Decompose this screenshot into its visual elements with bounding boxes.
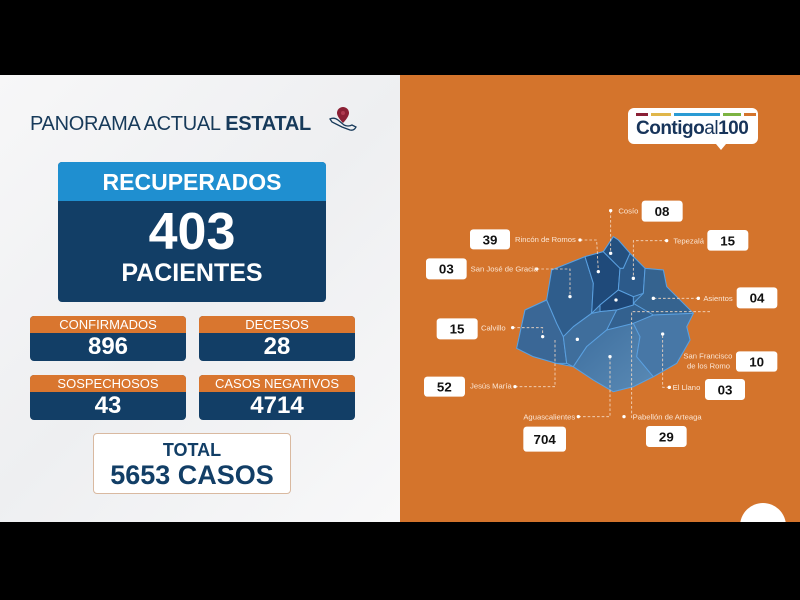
map-points: [511, 209, 700, 419]
stat-value: 43: [94, 392, 122, 419]
page-title: PANORAMA ACTUAL ESTATAL: [30, 113, 311, 136]
casos-negativos-card: CASOS NEGATIVOS 4714: [199, 375, 355, 420]
total-card: TOTAL 5653 CASOS: [93, 433, 291, 494]
label-pabellon-de-arteaga: Pabellón de Arteaga: [633, 412, 703, 421]
value-san-jose-de-gracia: 03: [439, 262, 454, 277]
value-pabellon-de-arteaga: 29: [659, 429, 674, 444]
scroll-up-button[interactable]: [740, 503, 786, 522]
stat-label: CASOS NEGATIVOS: [199, 375, 355, 392]
recuperados-label: RECUPERADOS: [58, 162, 326, 201]
value-asientos: 04: [750, 291, 765, 306]
mexico-map-pin-icon: [329, 107, 357, 131]
value-aguascalientes: 704: [534, 432, 557, 447]
stat-label: CONFIRMADOS: [30, 316, 186, 333]
label-el-llano: El Llano: [673, 383, 701, 392]
stat-label: SOSPECHOSOS: [30, 375, 186, 392]
label-rincon-de-romos: Rincón de Romos: [515, 235, 576, 244]
label-san-francisco-line2: de los Romo: [687, 361, 730, 370]
map-region-jesus-maria: [562, 309, 618, 368]
total-label: TOTAL: [162, 440, 222, 460]
logo-text: Contigoal100: [636, 118, 749, 139]
value-el-llano: 03: [718, 382, 733, 397]
label-aguascalientes: Aguascalientes: [523, 412, 575, 421]
value-calvillo: 15: [450, 322, 465, 337]
map-region-el-llano: [632, 312, 694, 378]
label-asientos: Asientos: [703, 294, 733, 303]
confirmados-card: CONFIRMADOS 896: [30, 316, 186, 361]
municipal-map-panel: Contigoal100: [400, 75, 800, 522]
stat-value: 28: [263, 333, 291, 360]
aguascalientes-map: Cosío Rincón de Romos Tepezalá San José …: [424, 200, 778, 452]
label-san-jose-de-gracia: San José de Gracia: [471, 264, 539, 273]
value-boxes: [424, 200, 778, 452]
title-bold: ESTATAL: [225, 113, 311, 135]
recuperados-value: 403: [148, 203, 236, 261]
label-cosio: Cosío: [618, 206, 638, 215]
value-rincon-de-romos: 39: [483, 232, 498, 247]
title-light: PANORAMA ACTUAL: [30, 113, 226, 135]
recuperados-card: RECUPERADOS 403 PACIENTES: [58, 162, 326, 302]
value-jesus-maria: 52: [437, 380, 452, 395]
logo-color-bars: [636, 113, 756, 116]
decesos-card: DECESOS 28: [199, 316, 355, 361]
map-region-tepezala: [617, 252, 646, 298]
state-overview-panel: PANORAMA ACTUAL ESTATAL RECUPERADOS 403 …: [0, 75, 400, 522]
stat-value: 896: [87, 333, 129, 360]
recuperados-unit: PACIENTES: [121, 259, 263, 287]
contigo-al-100-logo: Contigoal100: [628, 108, 758, 150]
value-cosio: 08: [655, 204, 670, 219]
value-san-francisco-de-los-romo: 10: [749, 354, 764, 369]
label-tepezala: Tepezalá: [673, 236, 704, 245]
label-san-francisco-line1: San Francisco: [683, 351, 732, 360]
label-jesus-maria: Jesús María: [470, 382, 512, 391]
leader-lines: [512, 210, 710, 420]
label-calvillo: Calvillo: [481, 323, 506, 332]
stat-label: DECESOS: [199, 316, 355, 333]
sospechosos-card: SOSPECHOSOS 43: [30, 375, 186, 420]
value-tepezala: 15: [720, 233, 735, 248]
total-value: 5653 CASOS: [110, 460, 274, 490]
stat-value: 4714: [250, 392, 304, 419]
